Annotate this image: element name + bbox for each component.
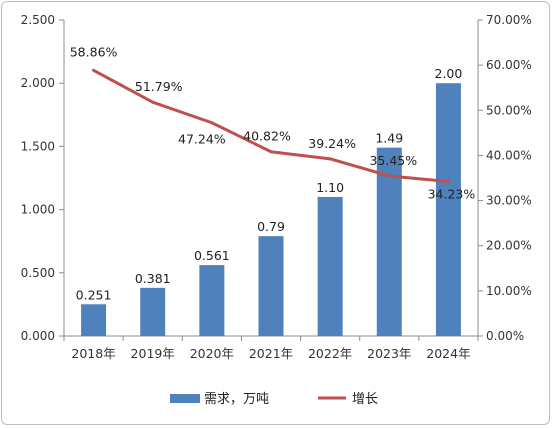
line-series [92,68,450,183]
bar-data-label: 1.49 [375,131,403,146]
line-data-label: 35.45% [369,153,417,168]
bar-data-label: 0.79 [257,219,285,234]
x-category-label: 2023年 [367,346,411,361]
line-data-label: 39.24% [308,136,356,151]
line-point [269,150,273,154]
left-tick-label: 0.500 [21,266,55,280]
legend-line-label: 增长 [352,392,378,407]
bar-data-label: 2.00 [435,66,463,81]
right-tick-label: 40.00% [486,148,532,162]
line-data-label: 40.82% [243,129,291,144]
bar [258,236,284,336]
bar-data-labels: 0.251 0.381 0.561 0.79 1.10 1.49 2.00 [76,66,463,302]
left-tick-label: 2.500 [21,13,55,27]
bar [317,196,343,336]
bar [199,265,225,336]
bar-data-label: 0.561 [194,248,230,263]
right-tick-label: 30.00% [486,194,532,208]
bar-data-label: 1.10 [316,180,344,195]
x-category-label: 2021年 [249,346,293,361]
bar [435,83,461,336]
left-tick-label: 1.500 [21,139,55,153]
line-point [92,68,96,72]
x-category-label: 2022年 [308,346,352,361]
x-category-label: 2024年 [426,346,470,361]
bar [81,304,107,336]
line-data-label: 34.23% [428,186,476,201]
x-category-label: 2020年 [190,346,234,361]
line-point [151,100,155,104]
right-tick-label: 60.00% [486,58,532,72]
bar [140,287,166,336]
right-tick-label: 0.00% [486,329,524,343]
line-data-label: 58.86% [70,44,118,59]
left-tick-label: 0.000 [21,329,55,343]
left-tick-label: 1.000 [21,203,55,217]
right-tick-label: 50.00% [486,103,532,117]
line-data-label: 51.79% [135,79,183,94]
left-axis-ticks: 0.000 0.500 1.000 1.500 2.000 2.500 [21,13,64,343]
legend-bar-label: 需求，万吨 [204,392,269,407]
right-axis-ticks: 0.00% 10.00% 20.00% 30.00% 40.00% 50.00% 60.00… [478,13,532,343]
line-point [387,174,391,178]
x-category-label: 2019年 [131,346,175,361]
bar [376,147,402,336]
right-tick-label: 20.00% [486,239,532,253]
left-tick-label: 2.000 [21,76,55,90]
right-tick-label: 70.00% [486,13,532,27]
legend: 需求，万吨 增长 [170,392,378,407]
bar-series [81,83,461,336]
line-data-label: 47.24% [178,132,226,147]
bar-data-label: 0.251 [76,287,112,302]
x-axis-labels: 2018年 2019年 2020年 2021年 2022年 2023年 2024年 [71,346,470,361]
line-point [446,179,450,183]
line-data-labels: 58.86% 51.79% 47.24% 40.82% 39.24% 35.45% 34.2… [70,44,476,201]
legend-bar-swatch [170,394,200,403]
right-tick-label: 10.00% [486,284,532,298]
line-point [210,121,214,125]
bar-data-label: 0.381 [135,271,171,286]
x-category-label: 2018年 [71,346,115,361]
line-point [328,157,332,161]
